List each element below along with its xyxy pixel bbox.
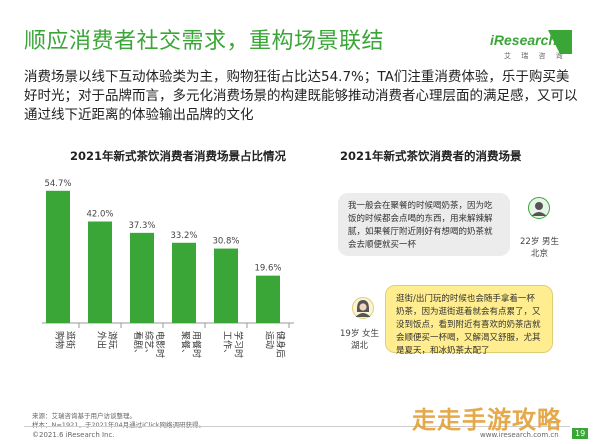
category-label-line: 外出 <box>96 331 108 349</box>
persona-male: 22岁 男生 北京 <box>520 236 559 260</box>
value-label-4: 30.8% <box>212 237 239 247</box>
bar-3 <box>172 242 196 323</box>
footnote-sample: 样本：N=1921，于2021年04月通过iClick网络调研获得。 <box>32 421 205 429</box>
iresearch-logo: iResearch 艾 瑞 咨 询 <box>490 30 572 66</box>
category-label-1: 外出 游玩 <box>96 331 119 349</box>
persona-female-age: 19岁 女生 <box>340 329 380 339</box>
value-label-1: 42.0% <box>86 210 113 220</box>
quote-bubble-female: 逛街/出门玩的时候也会随手拿着一杯奶茶，因为逛街逛着就会有点累了，又没到饭点，看… <box>385 285 553 356</box>
intro-paragraph: 消费场景以线下互动体验类为主，购物狂街占比达54.7%；TA们注重消费体验，乐于… <box>24 69 578 123</box>
logo-wordmark: iResearch <box>490 32 557 48</box>
male-avatar-icon <box>528 197 550 219</box>
watermark-text: 走走手游攻略 <box>412 406 562 434</box>
right-chart-title: 2021年新式茶饮消费者的消费场景 <box>340 149 522 163</box>
category-label-line: 聚餐、 <box>180 331 192 358</box>
bar-0 <box>46 190 70 323</box>
persona-male-city: 北京 <box>531 249 549 259</box>
footer-copyright: ©2021.6 iResearch Inc. <box>32 431 115 439</box>
value-label-0: 54.7% <box>44 179 71 189</box>
page-title: 顺应消费者社交需求，重构场景联结 <box>24 29 385 54</box>
category-label-line: 健身后 <box>275 331 287 358</box>
value-label-5: 19.6% <box>254 264 281 274</box>
page-number: 19 <box>572 428 589 439</box>
logo-wedge-icon <box>548 30 572 54</box>
bar-4 <box>214 248 238 323</box>
quote-bubble-male: 我一般会在聚餐的时候喝奶茶，因为吃饭的时候都会点喝的东西，用来解辣解腻，如果餐厅… <box>338 193 510 256</box>
left-chart-title: 2021年新式茶饮消费者消费场景占比情况 <box>70 149 287 163</box>
category-label-line: 运动 <box>264 331 275 349</box>
logo-subtitle: 艾 瑞 咨 询 <box>504 52 567 60</box>
persona-female-city: 湖北 <box>351 341 369 351</box>
persona-female: 19岁 女生 湖北 <box>340 328 379 352</box>
category-label-0: 购物 逛街 <box>54 331 77 349</box>
category-label-line: 用餐时 <box>191 331 203 358</box>
category-label-line: 电影时 <box>154 331 166 358</box>
category-label-line: 看剧、 <box>132 331 144 358</box>
footer-divider <box>24 426 570 427</box>
category-label-line: 学习时 <box>233 331 245 358</box>
persona-male-age: 22岁 男生 <box>520 237 560 247</box>
footer-website: www.iresearch.com.cn <box>480 431 559 439</box>
category-label-line: 游玩 <box>107 331 119 349</box>
bar-chart: 54.7% 购物 逛街 42.0% 外出 游玩 37.3% 看剧、 综艺、 电影时 33.2% 聚餐、… <box>42 179 294 358</box>
category-label-line: 逛街 <box>65 331 77 349</box>
value-label-3: 33.2% <box>170 231 197 241</box>
category-label-line: 综艺、 <box>143 331 155 358</box>
category-label-3: 聚餐、 用餐时 <box>180 331 203 358</box>
category-label-5: 运动 健身后 <box>264 331 287 358</box>
bar-5 <box>256 275 280 323</box>
category-label-4: 工作、 学习时 <box>222 331 245 358</box>
category-label-line: 工作、 <box>222 331 234 358</box>
bar-2 <box>130 232 154 323</box>
value-label-2: 37.3% <box>128 221 155 231</box>
category-label-2: 看剧、 综艺、 电影时 <box>132 331 166 358</box>
category-label-line: 购物 <box>54 331 66 349</box>
bar-1 <box>88 221 112 323</box>
female-avatar-icon <box>352 297 374 319</box>
footnote-source: 来源：艾瑞咨询基于用户访谈整理。 <box>32 412 136 420</box>
